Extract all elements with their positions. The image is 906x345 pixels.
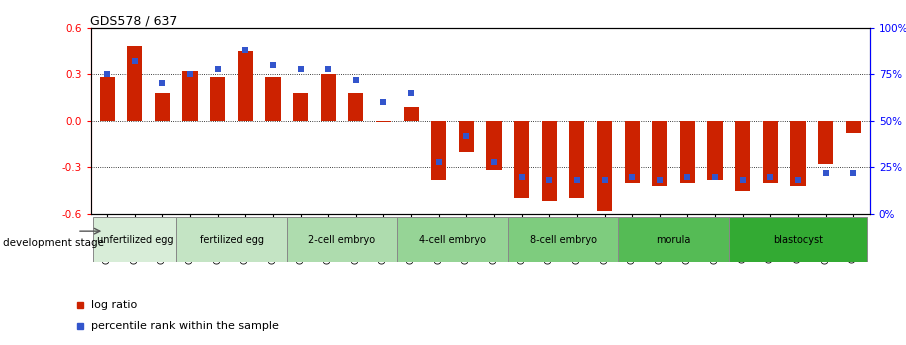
Bar [177,217,287,262]
Bar [348,93,363,121]
Bar [237,51,253,121]
Bar [624,121,640,183]
Bar [265,77,281,121]
Bar [618,217,728,262]
Bar [93,217,177,262]
Text: unfertilized egg: unfertilized egg [97,235,173,245]
Bar [458,121,474,152]
Text: GDS578 / 637: GDS578 / 637 [90,14,178,28]
Bar [100,77,115,121]
Bar [597,121,612,211]
Bar [376,121,391,122]
Text: percentile rank within the sample: percentile rank within the sample [91,321,278,331]
Bar [155,93,170,121]
Bar [431,121,447,180]
Text: morula: morula [657,235,690,245]
Bar [569,121,584,198]
Text: 8-cell embryo: 8-cell embryo [530,235,596,245]
Bar [680,121,695,183]
Text: 4-cell embryo: 4-cell embryo [419,235,486,245]
Bar [182,71,198,121]
Text: log ratio: log ratio [91,300,137,310]
Bar [398,217,507,262]
Bar [403,107,419,121]
Bar [127,46,142,121]
Text: development stage: development stage [3,238,103,248]
Text: fertilized egg: fertilized egg [199,235,264,245]
Bar [708,121,723,180]
Text: 2-cell embryo: 2-cell embryo [308,235,376,245]
Bar [735,121,750,190]
Bar [790,121,805,186]
Bar [321,74,336,121]
Bar [487,121,502,170]
Text: blastocyst: blastocyst [773,235,823,245]
Bar [652,121,668,186]
Bar [507,217,618,262]
Bar [542,121,557,201]
Bar [818,121,834,164]
Bar [728,217,867,262]
Bar [287,217,398,262]
Bar [763,121,778,183]
Bar [845,121,861,133]
Bar [210,77,226,121]
Bar [293,93,308,121]
Bar [514,121,529,198]
